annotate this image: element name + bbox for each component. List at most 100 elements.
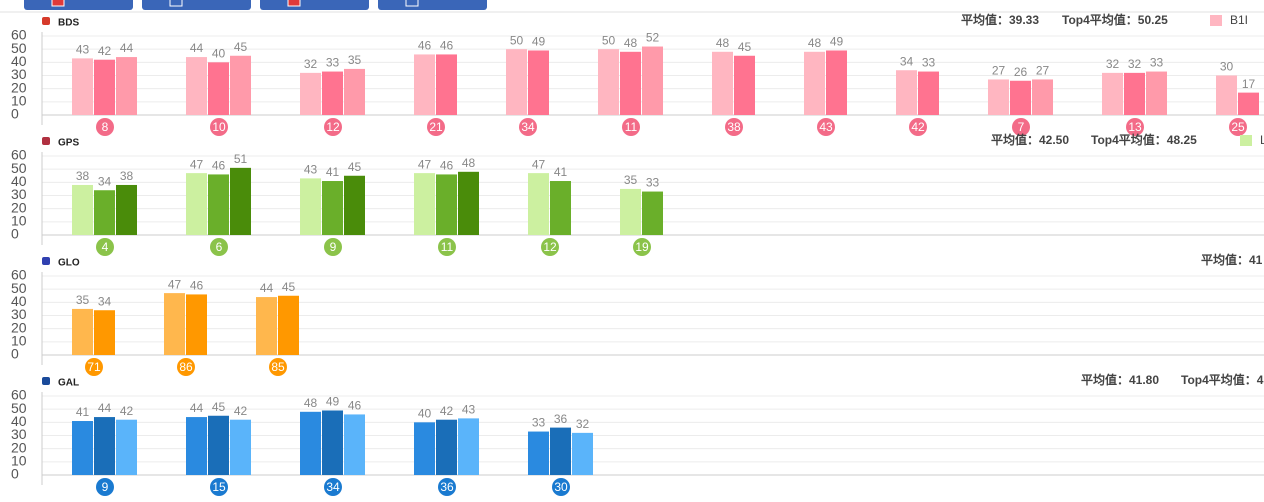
satellite-badge <box>177 358 195 376</box>
bar <box>94 190 115 235</box>
bar <box>344 175 365 235</box>
bar <box>186 294 207 355</box>
y-tick-label: 40 <box>11 413 27 429</box>
value-label: 42 <box>440 404 454 418</box>
satellite-badge <box>552 478 570 496</box>
legend-swatch <box>1240 135 1252 146</box>
bar <box>94 310 115 355</box>
toolbar-button[interactable] <box>24 0 133 10</box>
value-label: 45 <box>282 280 296 294</box>
bar <box>988 79 1009 115</box>
value-label: 36 <box>554 412 568 426</box>
x-tick-label: 13 <box>1128 120 1142 134</box>
bar <box>1102 72 1123 115</box>
satellite-badge <box>324 478 342 496</box>
bar <box>804 51 825 115</box>
value-label: 33 <box>532 416 546 430</box>
bar <box>230 167 251 235</box>
value-label: 44 <box>98 401 112 415</box>
stat-text: Top4平均值：50.25 <box>1062 12 1168 27</box>
bar <box>642 46 663 115</box>
value-label: 48 <box>716 36 730 50</box>
value-label: 43 <box>76 43 90 57</box>
x-tick-label: 8 <box>102 120 109 134</box>
bar <box>230 55 251 115</box>
value-label: 50 <box>510 33 524 47</box>
satellite-badge <box>622 118 640 136</box>
value-label: 40 <box>418 407 432 421</box>
value-label: 43 <box>304 163 318 177</box>
satellite-badge <box>817 118 835 136</box>
button-icon <box>51 0 65 7</box>
bar <box>322 71 343 115</box>
bar <box>620 188 641 235</box>
value-label: 47 <box>190 157 204 171</box>
bar <box>186 417 207 475</box>
bar <box>322 410 343 475</box>
y-tick-label: 30 <box>11 306 27 322</box>
value-label: 26 <box>1014 65 1028 79</box>
value-label: 43 <box>462 403 476 417</box>
satellite-badge <box>210 118 228 136</box>
satellite-badge <box>85 358 103 376</box>
value-label: 42 <box>120 404 134 418</box>
value-label: 38 <box>76 169 90 183</box>
value-label: 46 <box>440 159 454 173</box>
value-label: 42 <box>98 44 112 58</box>
y-tick-label: 60 <box>11 387 27 403</box>
bar <box>186 173 207 235</box>
bar <box>94 59 115 115</box>
y-tick-label: 50 <box>11 400 27 416</box>
satellite-badge <box>324 238 342 256</box>
toolbar-button[interactable] <box>260 0 369 10</box>
x-tick-label: 10 <box>212 120 226 134</box>
y-tick-label: 10 <box>11 93 27 109</box>
satellite-badge <box>1229 118 1247 136</box>
bar <box>72 184 93 235</box>
x-tick-label: 12 <box>543 240 557 254</box>
x-tick-label: 12 <box>326 120 340 134</box>
bar <box>300 178 321 235</box>
satellite-badge <box>633 238 651 256</box>
x-tick-label: 30 <box>554 480 568 494</box>
x-tick-label: 11 <box>441 240 454 254</box>
stat-text: 平均值：39.33 <box>961 12 1039 27</box>
x-tick-label: 11 <box>625 120 638 134</box>
value-label: 32 <box>304 57 318 71</box>
system-label: GLO <box>58 258 80 269</box>
bar <box>300 411 321 475</box>
bar <box>414 54 435 115</box>
x-tick-label: 85 <box>271 360 285 374</box>
bar <box>436 174 457 235</box>
bar <box>300 72 321 115</box>
value-label: 46 <box>418 39 432 53</box>
satellite-badge <box>519 118 537 136</box>
value-label: 33 <box>646 176 660 190</box>
y-tick-label: 60 <box>11 147 27 163</box>
value-label: 44 <box>190 401 204 415</box>
y-tick-label: 10 <box>11 453 27 469</box>
bar <box>1146 71 1167 115</box>
value-label: 44 <box>260 281 274 295</box>
value-label: 34 <box>98 294 112 308</box>
value-label: 33 <box>326 56 340 70</box>
value-label: 35 <box>624 173 638 187</box>
satellite-badge <box>210 478 228 496</box>
bar <box>164 293 185 355</box>
value-label: 52 <box>646 31 660 45</box>
y-tick-label: 10 <box>11 213 27 229</box>
x-tick-label: 21 <box>429 120 443 134</box>
satellite-badge <box>96 478 114 496</box>
value-label: 33 <box>922 56 936 70</box>
bar <box>642 191 663 235</box>
satellite-badge <box>1126 118 1144 136</box>
bar <box>72 58 93 115</box>
bar <box>550 181 571 235</box>
toolbar-button[interactable] <box>378 0 487 10</box>
system-icon <box>42 137 50 145</box>
x-tick-label: 6 <box>216 240 223 254</box>
y-tick-label: 10 <box>11 333 27 349</box>
value-label: 33 <box>1150 56 1164 70</box>
value-label: 35 <box>76 293 90 307</box>
toolbar-button[interactable] <box>142 0 251 10</box>
